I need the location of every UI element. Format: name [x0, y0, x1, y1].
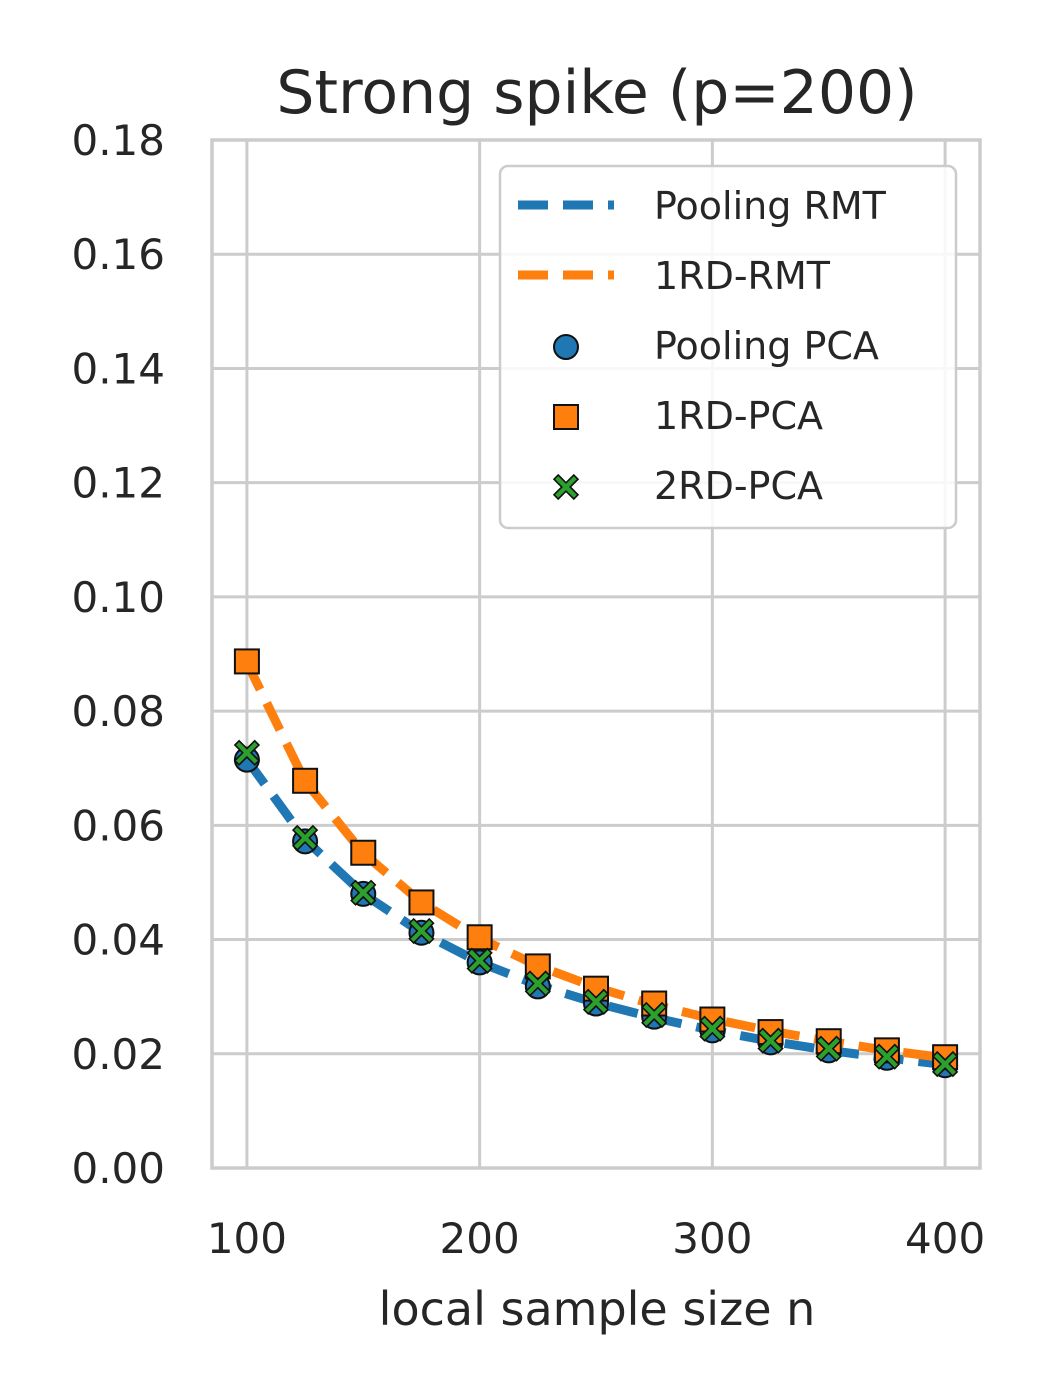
data-point-1rd-pca	[292, 767, 319, 794]
data-point-2rd-pca	[757, 1027, 784, 1054]
legend-label: 1RD-RMT	[654, 254, 831, 298]
y-tick-label: 0.04	[71, 916, 165, 965]
legend-label: 2RD-PCA	[654, 464, 823, 508]
data-point-2rd-pca	[408, 917, 435, 945]
data-point-2rd-pca	[466, 947, 493, 974]
x-tick-label: 300	[672, 1214, 752, 1263]
y-tick-label: 0.16	[71, 230, 165, 279]
data-point-1rd-pca	[466, 924, 493, 951]
chart-title: Strong spike (p=200)	[276, 58, 917, 128]
legend: Pooling RMT 1RD-RMT Pooling PCA 1RD-PCA 2RD-…	[498, 164, 958, 530]
data-point-2rd-pca	[291, 824, 319, 852]
x-tick-label: 200	[440, 1214, 520, 1263]
y-tick-label: 0.08	[71, 687, 165, 736]
data-point-2rd-pca	[233, 739, 261, 766]
data-point-2rd-pca	[582, 988, 610, 1015]
legend-label: Pooling RMT	[654, 184, 887, 228]
y-tick-label: 0.02	[71, 1030, 165, 1079]
data-point-2rd-pca	[873, 1043, 901, 1070]
x-tick-label: 400	[905, 1214, 985, 1263]
series-markers	[233, 648, 959, 1079]
data-point-2rd-pca	[931, 1050, 959, 1078]
y-tick-label: 0.14	[71, 344, 165, 393]
y-tick-label: 0.18	[71, 116, 165, 165]
x-axis-ticks: 100 200 300 400	[207, 1214, 985, 1263]
legend-label: Pooling PCA	[654, 324, 879, 368]
plot-frame	[210, 138, 982, 1170]
data-point-1rd-pca	[233, 648, 260, 675]
data-point-1rd-pca	[408, 889, 435, 916]
y-tick-label: 0.10	[71, 573, 165, 622]
data-point-2rd-pca	[699, 1015, 726, 1042]
data-point-2rd-pca	[815, 1035, 842, 1062]
data-point-2rd-pca	[641, 1001, 668, 1029]
data-point-1rd-pca	[350, 839, 377, 866]
x-tick-label: 100	[207, 1214, 287, 1263]
legend-swatch	[552, 473, 580, 501]
data-point-2rd-pca	[524, 970, 551, 997]
legend-label: 1RD-PCA	[654, 394, 823, 438]
legend-swatch	[553, 334, 579, 360]
data-point-2rd-pca	[350, 879, 377, 906]
y-tick-label: 0.00	[71, 1144, 165, 1193]
y-tick-label: 0.06	[71, 801, 165, 850]
legend-box	[498, 164, 958, 530]
plot-border	[210, 138, 982, 1170]
y-tick-label: 0.12	[71, 459, 165, 508]
y-axis-ticks: 0.00 0.02 0.04 0.06 0.08 0.10 0.12 0.14 0.16 0.18	[71, 116, 165, 1193]
legend-swatch	[553, 404, 579, 430]
x-axis-label: local sample size n	[379, 1282, 816, 1336]
